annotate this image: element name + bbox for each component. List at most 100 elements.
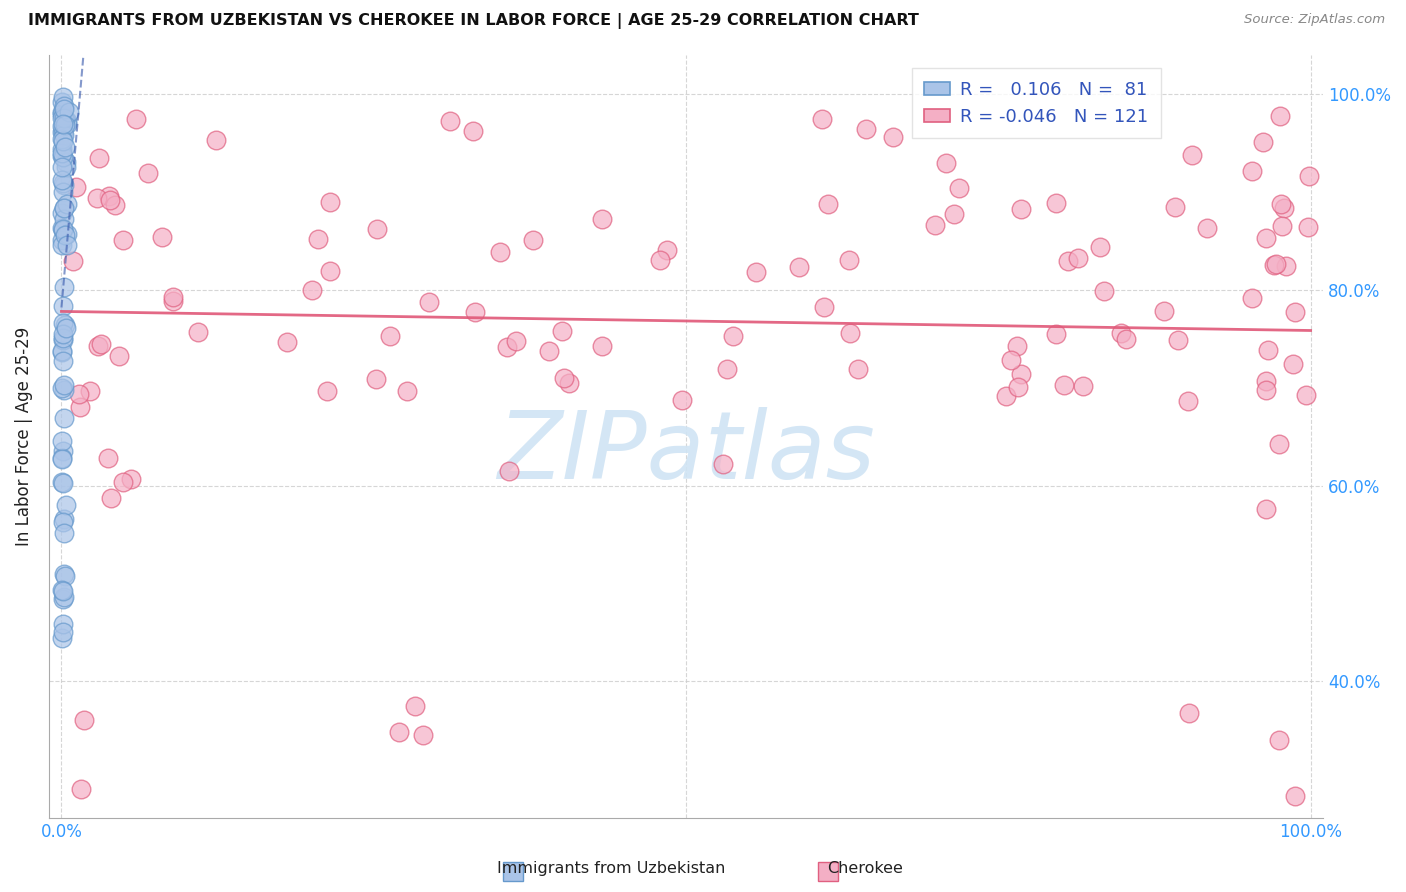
- Point: [558, 376, 581, 390]
- Point: [855, 121, 877, 136]
- Point: [1272, 202, 1295, 216]
- Text: IMMIGRANTS FROM UZBEKISTAN VS CHEROKEE IN LABOR FORCE | AGE 25-29 CORRELATION CH: IMMIGRANTS FROM UZBEKISTAN VS CHEROKEE I…: [28, 13, 920, 29]
- Point: [51, 95, 73, 109]
- Point: [98, 193, 121, 207]
- Point: [51, 119, 73, 133]
- Point: [1092, 284, 1115, 298]
- Point: [995, 389, 1018, 403]
- Point: [1067, 251, 1090, 265]
- Point: [307, 232, 329, 246]
- Point: [100, 491, 122, 505]
- Point: [838, 252, 860, 267]
- Point: [648, 253, 671, 268]
- Point: [52, 99, 75, 113]
- Point: [461, 123, 484, 137]
- Point: [396, 384, 419, 398]
- Point: [52, 212, 75, 227]
- Point: [52, 201, 75, 215]
- Point: [52, 316, 75, 330]
- Point: [52, 331, 75, 345]
- Point: [51, 452, 73, 467]
- Point: [1045, 326, 1067, 341]
- Point: [51, 109, 73, 123]
- Point: [52, 624, 75, 639]
- Point: [1115, 332, 1137, 346]
- Point: [1263, 258, 1285, 272]
- Point: [52, 617, 75, 632]
- Point: [51, 221, 73, 235]
- Point: [711, 457, 734, 471]
- Point: [882, 130, 904, 145]
- Point: [162, 294, 184, 309]
- Point: [655, 244, 678, 258]
- Point: [52, 512, 75, 526]
- Point: [1010, 367, 1032, 381]
- Point: [1109, 326, 1132, 341]
- Point: [56, 227, 79, 242]
- Point: [51, 381, 73, 395]
- Point: [52, 150, 75, 164]
- Point: [55, 155, 77, 169]
- Point: [942, 207, 965, 221]
- Point: [53, 525, 76, 540]
- Point: [1088, 240, 1111, 254]
- Point: [52, 103, 75, 117]
- Point: [51, 233, 73, 247]
- Point: [97, 450, 120, 465]
- Point: [52, 117, 75, 131]
- Point: [56, 117, 79, 131]
- Text: Immigrants from Uzbekistan: Immigrants from Uzbekistan: [498, 861, 725, 876]
- Point: [1251, 136, 1274, 150]
- Point: [522, 233, 544, 247]
- Point: [418, 295, 440, 310]
- Point: [1256, 383, 1278, 397]
- Point: [55, 237, 77, 252]
- Text: Cherokee: Cherokee: [827, 861, 903, 876]
- Point: [505, 334, 527, 348]
- Point: [52, 327, 75, 342]
- Point: [439, 114, 461, 128]
- Point: [1000, 353, 1022, 368]
- Point: [51, 632, 73, 646]
- Point: [52, 122, 75, 136]
- Point: [53, 569, 76, 583]
- Point: [745, 264, 768, 278]
- Point: [591, 339, 613, 353]
- Point: [53, 112, 76, 126]
- Point: [1010, 202, 1032, 216]
- Point: [1177, 706, 1199, 720]
- Legend: R =   0.106   N =  81, R = -0.046   N = 121: R = 0.106 N = 81, R = -0.046 N = 121: [911, 68, 1161, 138]
- Point: [120, 472, 142, 486]
- Point: [53, 118, 76, 132]
- Point: [276, 335, 298, 350]
- Point: [787, 260, 810, 275]
- Y-axis label: In Labor Force | Age 25-29: In Labor Force | Age 25-29: [15, 327, 32, 547]
- Point: [187, 325, 209, 339]
- Point: [51, 583, 73, 598]
- Point: [404, 699, 426, 714]
- Point: [51, 345, 73, 359]
- Point: [1057, 253, 1080, 268]
- Point: [52, 334, 75, 348]
- Point: [86, 191, 108, 205]
- Point: [1268, 109, 1291, 123]
- Point: [53, 201, 76, 215]
- Point: [1153, 304, 1175, 318]
- Point: [52, 185, 75, 199]
- Point: [52, 176, 75, 190]
- Point: [67, 386, 90, 401]
- Point: [1195, 221, 1218, 235]
- Point: [162, 290, 184, 304]
- Point: [53, 377, 76, 392]
- Point: [1177, 394, 1199, 409]
- Point: [52, 566, 75, 581]
- Point: [56, 196, 79, 211]
- Point: [55, 113, 77, 128]
- Point: [924, 218, 946, 232]
- Point: [1256, 231, 1278, 245]
- Point: [553, 371, 575, 385]
- Point: [838, 326, 860, 341]
- Point: [53, 128, 76, 143]
- Point: [671, 392, 693, 407]
- Point: [1007, 380, 1029, 394]
